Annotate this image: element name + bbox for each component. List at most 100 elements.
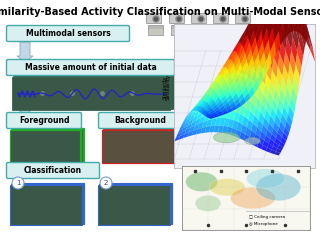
Polygon shape	[236, 102, 241, 114]
Polygon shape	[188, 131, 193, 137]
Polygon shape	[220, 72, 226, 82]
Polygon shape	[223, 76, 228, 86]
Polygon shape	[246, 35, 252, 45]
Polygon shape	[261, 145, 267, 151]
Polygon shape	[255, 7, 261, 18]
Polygon shape	[288, 11, 294, 37]
Polygon shape	[209, 82, 214, 89]
Ellipse shape	[245, 137, 260, 144]
Polygon shape	[184, 114, 189, 121]
Polygon shape	[214, 72, 220, 82]
Polygon shape	[256, 25, 262, 38]
Polygon shape	[261, 61, 268, 80]
Polygon shape	[257, 0, 262, 12]
Polygon shape	[232, 50, 237, 60]
Polygon shape	[219, 67, 225, 75]
Polygon shape	[198, 107, 204, 115]
Polygon shape	[202, 110, 208, 115]
Polygon shape	[217, 75, 223, 84]
Polygon shape	[266, 51, 272, 72]
Polygon shape	[218, 103, 224, 109]
Polygon shape	[299, 9, 305, 30]
Polygon shape	[246, 65, 252, 78]
Polygon shape	[206, 114, 212, 118]
Polygon shape	[276, 66, 282, 88]
Polygon shape	[183, 121, 189, 128]
Polygon shape	[211, 76, 217, 85]
Polygon shape	[277, 145, 283, 150]
Polygon shape	[213, 75, 219, 83]
Polygon shape	[299, 31, 305, 57]
Polygon shape	[235, 130, 241, 138]
Polygon shape	[282, 106, 288, 121]
Polygon shape	[207, 97, 213, 104]
Polygon shape	[215, 76, 221, 87]
Polygon shape	[273, 142, 279, 149]
Polygon shape	[264, 0, 270, 18]
Ellipse shape	[230, 187, 275, 209]
Polygon shape	[225, 59, 230, 67]
Bar	[12, 183, 84, 223]
Polygon shape	[269, 0, 276, 10]
Circle shape	[12, 177, 24, 189]
Polygon shape	[220, 79, 226, 89]
Polygon shape	[237, 88, 243, 98]
Polygon shape	[215, 84, 220, 92]
Polygon shape	[226, 75, 232, 86]
Polygon shape	[252, 44, 259, 63]
Polygon shape	[200, 127, 206, 133]
Text: ◎ Microphone: ◎ Microphone	[249, 222, 278, 226]
Polygon shape	[236, 102, 241, 109]
Polygon shape	[278, 98, 284, 114]
Bar	[105, 128, 177, 162]
Polygon shape	[221, 110, 227, 118]
Polygon shape	[194, 102, 200, 110]
Polygon shape	[268, 0, 274, 6]
Polygon shape	[293, 0, 299, 9]
Polygon shape	[190, 107, 196, 113]
Polygon shape	[230, 82, 236, 92]
Polygon shape	[299, 5, 305, 21]
Polygon shape	[217, 111, 222, 115]
Polygon shape	[226, 53, 232, 62]
Polygon shape	[198, 100, 204, 106]
Polygon shape	[263, 28, 269, 51]
Polygon shape	[308, 31, 314, 53]
Polygon shape	[252, 7, 258, 18]
Circle shape	[153, 16, 159, 22]
Polygon shape	[253, 46, 259, 61]
Polygon shape	[275, 31, 280, 54]
Polygon shape	[228, 119, 234, 128]
Polygon shape	[221, 84, 227, 94]
Polygon shape	[288, 15, 293, 33]
Polygon shape	[201, 96, 207, 105]
Polygon shape	[240, 73, 246, 85]
Polygon shape	[240, 74, 245, 88]
Circle shape	[189, 177, 201, 189]
Polygon shape	[253, 82, 259, 98]
Polygon shape	[231, 106, 237, 111]
Polygon shape	[201, 94, 207, 100]
Polygon shape	[256, 61, 261, 79]
Polygon shape	[248, 137, 254, 145]
Polygon shape	[297, 41, 303, 67]
FancyBboxPatch shape	[213, 13, 228, 24]
Polygon shape	[228, 51, 233, 60]
Polygon shape	[251, 35, 256, 46]
FancyArrow shape	[17, 76, 33, 115]
Polygon shape	[284, 97, 290, 114]
Polygon shape	[237, 39, 243, 50]
Polygon shape	[192, 115, 198, 123]
Polygon shape	[199, 107, 204, 113]
Polygon shape	[203, 102, 209, 108]
Polygon shape	[199, 116, 205, 124]
Polygon shape	[204, 88, 210, 95]
Polygon shape	[288, 106, 294, 121]
Polygon shape	[212, 89, 218, 100]
Bar	[188, 184, 260, 224]
Polygon shape	[277, 8, 283, 31]
Polygon shape	[247, 120, 253, 131]
Ellipse shape	[213, 132, 240, 143]
Polygon shape	[222, 111, 228, 114]
Polygon shape	[209, 104, 215, 114]
